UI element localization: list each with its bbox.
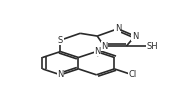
Text: N: N	[115, 24, 121, 33]
Text: N: N	[57, 70, 64, 79]
Text: Cl: Cl	[128, 70, 136, 79]
Text: SH: SH	[146, 42, 158, 51]
Text: N: N	[94, 47, 100, 56]
Text: N: N	[132, 32, 138, 41]
Text: S: S	[58, 36, 63, 45]
Text: N: N	[101, 42, 107, 51]
